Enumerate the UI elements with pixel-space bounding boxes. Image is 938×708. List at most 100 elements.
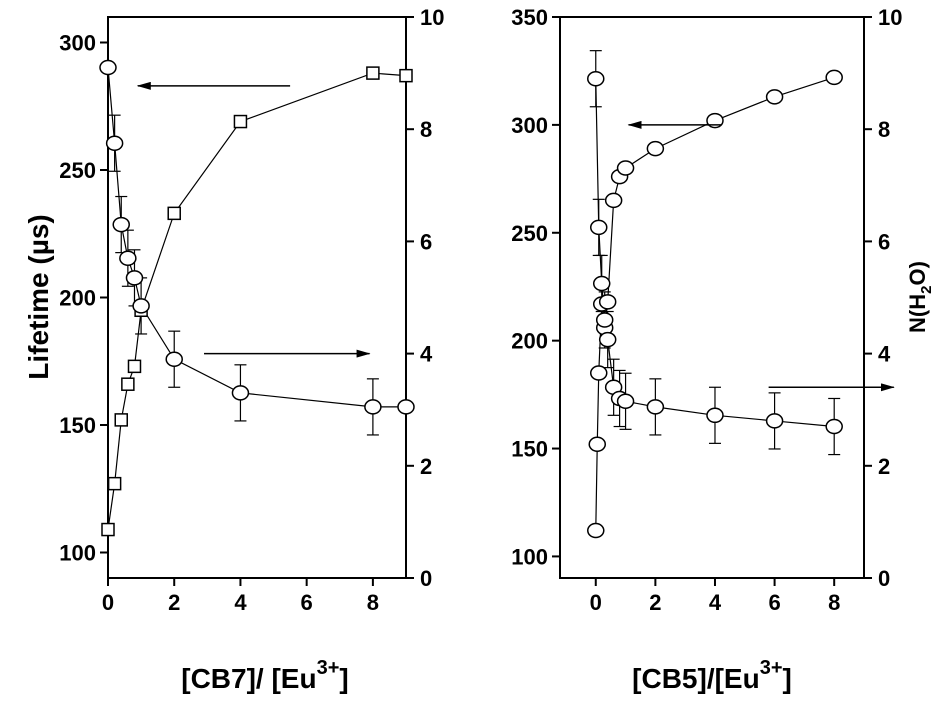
- series-line-1: [107, 72, 407, 530]
- cb7-ticks: 0 2 4 6 8 100 150 200 250 300 0 2 4 6 8 10: [59, 5, 444, 615]
- x-axis-label-cb5-sup: 3+: [760, 657, 783, 679]
- data-point-circle: [589, 365, 608, 381]
- data-point-circle: [587, 70, 605, 87]
- x-tick-label: 8: [367, 590, 379, 615]
- series-line-2: [107, 67, 406, 408]
- data-point-circle: [364, 399, 382, 415]
- y-axis-label-nh2o-end: O): [905, 261, 930, 285]
- y-axis-label-nh2o-sub: 2: [918, 286, 935, 294]
- x-tick-label: 4: [709, 590, 722, 615]
- data-point-circle: [825, 418, 843, 435]
- y-left-tick-label: 250: [59, 158, 96, 183]
- y-right-tick-label: 8: [420, 117, 432, 142]
- y-right-tick-label: 8: [878, 117, 890, 142]
- x-axis-label-cb5-end: ]: [783, 663, 792, 694]
- cb5-series-lines: [595, 76, 835, 531]
- y-right-tick-label: 2: [878, 454, 890, 479]
- data-point-square: [399, 68, 413, 83]
- series-line-2: [595, 78, 835, 428]
- x-tick-label: 2: [168, 590, 180, 615]
- data-point-circle: [119, 250, 137, 266]
- x-tick-label: 2: [649, 590, 661, 615]
- x-tick-label: 0: [102, 590, 114, 615]
- y-right-tick-label: 10: [878, 5, 902, 30]
- data-point-circle: [588, 436, 607, 452]
- data-point-circle: [592, 275, 611, 292]
- data-point-circle: [616, 160, 635, 176]
- data-point-square: [107, 476, 122, 491]
- y-right-tick-label: 4: [878, 342, 891, 367]
- data-point-square: [114, 413, 128, 427]
- plot-frame-cb7: [107, 16, 407, 579]
- data-point-circle: [112, 216, 130, 233]
- y-left-tick-label: 100: [511, 544, 548, 569]
- data-point-circle: [132, 298, 150, 314]
- data-point-circle: [598, 331, 617, 348]
- data-point-circle: [231, 385, 250, 401]
- data-point-square: [366, 66, 380, 80]
- data-point-circle: [105, 135, 124, 151]
- y-right-tick-label: 0: [420, 566, 432, 591]
- data-point-circle: [825, 69, 843, 86]
- y-axis-label-nh2o: N(H2O): [905, 261, 935, 333]
- data-point-circle: [706, 112, 724, 129]
- cb7-series-lines: [107, 67, 407, 530]
- y-left-tick-label: 150: [59, 413, 96, 438]
- data-point-square: [121, 377, 135, 391]
- y-left-tick-label: 200: [59, 286, 96, 311]
- x-axis-label-cb7: [CB7]/ [Eu3+]: [181, 657, 348, 694]
- data-point-circle: [397, 399, 415, 415]
- y-right-tick-label: 4: [420, 342, 433, 367]
- x-axis-label-cb7-sup: 3+: [317, 657, 340, 679]
- data-point-square: [233, 114, 248, 129]
- y-left-tick-label: 350: [511, 5, 548, 30]
- data-point-circle: [646, 399, 665, 415]
- y-left-tick-label: 200: [511, 329, 548, 354]
- cb7-markers: [99, 59, 415, 537]
- data-point-circle: [616, 393, 635, 410]
- data-point-square: [127, 359, 142, 374]
- y-left-tick-label: 150: [511, 437, 548, 462]
- y-left-tick-label: 100: [59, 541, 96, 566]
- data-point-circle: [165, 351, 183, 367]
- x-tick-label: 6: [301, 590, 313, 615]
- y-right-tick-label: 10: [420, 5, 444, 30]
- data-point-square: [167, 206, 181, 221]
- cb5-markers: [587, 69, 843, 539]
- series-line-1: [595, 76, 835, 531]
- data-point-circle: [99, 59, 117, 76]
- cb5-ticks: 0 2 4 6 8 100 150 200 250 300 350 0 2 4 6 8 10: [511, 5, 902, 615]
- cb7-arrows: [136, 81, 371, 358]
- data-point-square: [101, 522, 115, 537]
- data-point-circle: [706, 407, 724, 424]
- data-point-circle: [587, 522, 605, 539]
- x-tick-label: 6: [768, 590, 780, 615]
- y-left-tick-label: 300: [511, 113, 548, 138]
- y-left-tick-label: 300: [59, 31, 96, 56]
- data-point-circle: [604, 192, 623, 209]
- y-axis-label-lifetime: Lifetime (µs): [23, 214, 54, 379]
- cb5-arrows: [627, 120, 895, 392]
- data-point-circle: [765, 89, 784, 105]
- panel-cb7: 0 2 4 6 8 100 150 200 250 300 0 2 4 6 8 10 Lifetime (µs…: [23, 5, 444, 694]
- data-point-circle: [765, 413, 784, 429]
- x-axis-label-cb7-main: [CB7]/ [Eu: [181, 663, 316, 694]
- y-axis-label-nh2o-main: N(H: [905, 294, 930, 333]
- data-point-circle: [589, 219, 608, 236]
- x-axis-label-cb7-end: ]: [339, 663, 348, 694]
- x-axis-label-cb5-main: [CB5]/[Eu: [632, 663, 760, 694]
- y-left-tick-label: 250: [511, 221, 548, 246]
- plot-frame-cb5: [559, 16, 865, 579]
- x-tick-label: 4: [234, 590, 247, 615]
- x-tick-label: 0: [590, 590, 602, 615]
- y-right-tick-label: 6: [420, 229, 432, 254]
- data-point-circle: [598, 294, 617, 310]
- data-point-circle: [125, 270, 144, 286]
- x-tick-label: 8: [828, 590, 840, 615]
- data-point-circle: [646, 140, 665, 157]
- y-right-tick-label: 2: [420, 454, 432, 479]
- y-right-tick-label: 0: [878, 566, 890, 591]
